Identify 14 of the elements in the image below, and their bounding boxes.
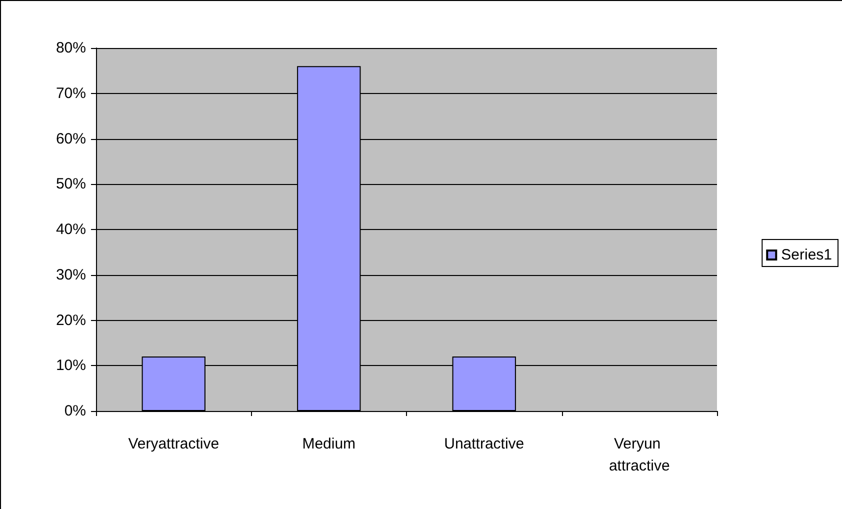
x-tick-label: Medium [302, 436, 356, 452]
x-tick-label: Veryun attractive [608, 436, 670, 474]
y-tick-label: 40% [56, 221, 86, 238]
y-tick-label: 60% [56, 130, 86, 148]
x-tick-label: Veryattractive [128, 436, 220, 452]
legend-label: Series1 [781, 246, 832, 264]
y-tick-label: 30% [56, 266, 86, 284]
y-tick-label: 0% [64, 402, 86, 420]
y-tick-label: 20% [56, 312, 86, 329]
y-tick-label: 10% [56, 357, 86, 374]
y-tick-label: 70% [56, 84, 86, 102]
x-tick-label: Unattractive [444, 436, 524, 452]
y-tick-label: 50% [56, 176, 86, 193]
y-tick-label: 80% [56, 40, 86, 56]
